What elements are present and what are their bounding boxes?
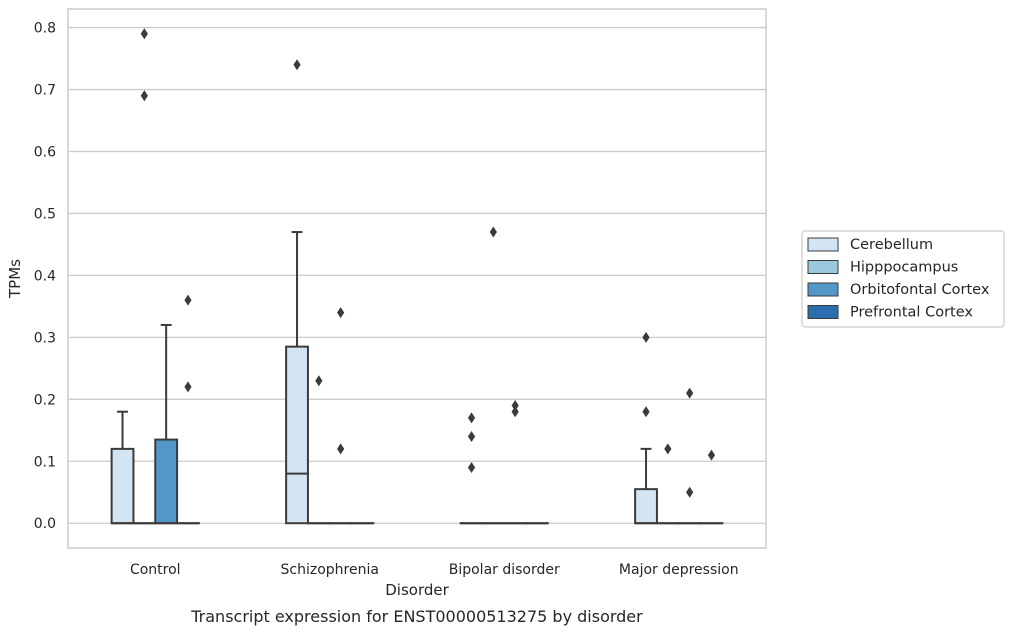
x-tick-label: Major depression bbox=[619, 562, 739, 578]
box-2-0 bbox=[154, 323, 179, 525]
legend: Cerebellum Hipppocampus Orbitofontal Corte… bbox=[801, 230, 1005, 328]
box-0-3 bbox=[634, 331, 658, 525]
y-tick-label: 0.2 bbox=[34, 392, 56, 408]
outlier-marker bbox=[707, 449, 716, 461]
outlier-marker bbox=[140, 90, 148, 102]
box-plot-marks bbox=[110, 28, 724, 525]
legend-swatch bbox=[807, 237, 839, 252]
outlier-marker bbox=[293, 59, 301, 71]
box-1-3 bbox=[655, 443, 680, 525]
box-3-3 bbox=[699, 449, 724, 525]
outlier-marker bbox=[686, 387, 694, 399]
y-axis-ticks: 0.0 0.1 0.2 0.3 0.4 0.5 0.6 0.7 0.8 bbox=[34, 21, 56, 533]
legend-swatch bbox=[807, 260, 839, 274]
outlier-marker bbox=[184, 381, 192, 393]
y-tick-label: 0.8 bbox=[34, 21, 56, 37]
outlier-marker bbox=[511, 400, 519, 412]
y-tick-label: 0.0 bbox=[34, 516, 56, 532]
legend-label: Hipppocampus bbox=[850, 260, 958, 276]
outlier-marker bbox=[511, 406, 519, 418]
x-axis-title: Disorder bbox=[385, 581, 449, 599]
y-tick-label: 0.6 bbox=[34, 144, 56, 160]
y-axis-title: TPMs bbox=[6, 259, 24, 299]
x-tick-label: Bipolar disorder bbox=[449, 562, 560, 578]
box-1-0 bbox=[132, 28, 157, 525]
outlier-marker bbox=[642, 406, 650, 418]
y-tick-label: 0.1 bbox=[34, 454, 56, 470]
legend-label: Prefrontal Cortex bbox=[850, 305, 973, 321]
box-body bbox=[285, 345, 309, 525]
chart-caption: Transcript expression for ENST0000051327… bbox=[190, 607, 643, 626]
outlier-marker bbox=[184, 294, 192, 306]
box-0-0 bbox=[110, 410, 135, 525]
outlier-marker bbox=[467, 412, 476, 424]
outlier-marker bbox=[140, 28, 148, 40]
outlier-marker bbox=[337, 443, 345, 455]
outlier-marker bbox=[337, 307, 345, 319]
box-0-1 bbox=[285, 59, 309, 525]
box-2-3 bbox=[677, 387, 702, 525]
legend-label: Cerebellum bbox=[850, 237, 933, 253]
y-tick-label: 0.3 bbox=[34, 330, 56, 346]
outlier-marker bbox=[686, 486, 694, 498]
plot-frame bbox=[67, 8, 767, 549]
box-body bbox=[110, 447, 135, 525]
box-0-2 bbox=[459, 412, 484, 525]
legend-label: Orbitofontal Cortex bbox=[850, 282, 990, 298]
gridlines bbox=[68, 26, 766, 524]
outlier-marker bbox=[467, 430, 476, 442]
box-body bbox=[634, 488, 658, 525]
box-3-0 bbox=[176, 294, 200, 525]
outlier-marker bbox=[664, 443, 672, 455]
outlier-marker bbox=[642, 331, 650, 343]
legend-frame bbox=[801, 230, 1005, 328]
y-tick-label: 0.5 bbox=[34, 206, 56, 222]
box-2-1 bbox=[328, 307, 353, 525]
x-tick-label: Schizophrenia bbox=[281, 562, 379, 578]
y-tick-label: 0.4 bbox=[34, 268, 56, 284]
outlier-marker bbox=[467, 461, 476, 473]
legend-swatch bbox=[807, 305, 839, 319]
box-1-2 bbox=[481, 226, 506, 525]
x-axis-ticks: Control Schizophrenia Bipolar disorder Majo… bbox=[130, 562, 739, 578]
y-tick-label: 0.7 bbox=[34, 83, 56, 99]
legend-swatch bbox=[807, 282, 839, 297]
box-1-1 bbox=[306, 375, 331, 525]
outlier-marker bbox=[315, 375, 323, 387]
outlier-marker bbox=[489, 226, 497, 238]
x-tick-label: Control bbox=[130, 562, 181, 578]
box-body bbox=[154, 438, 179, 525]
